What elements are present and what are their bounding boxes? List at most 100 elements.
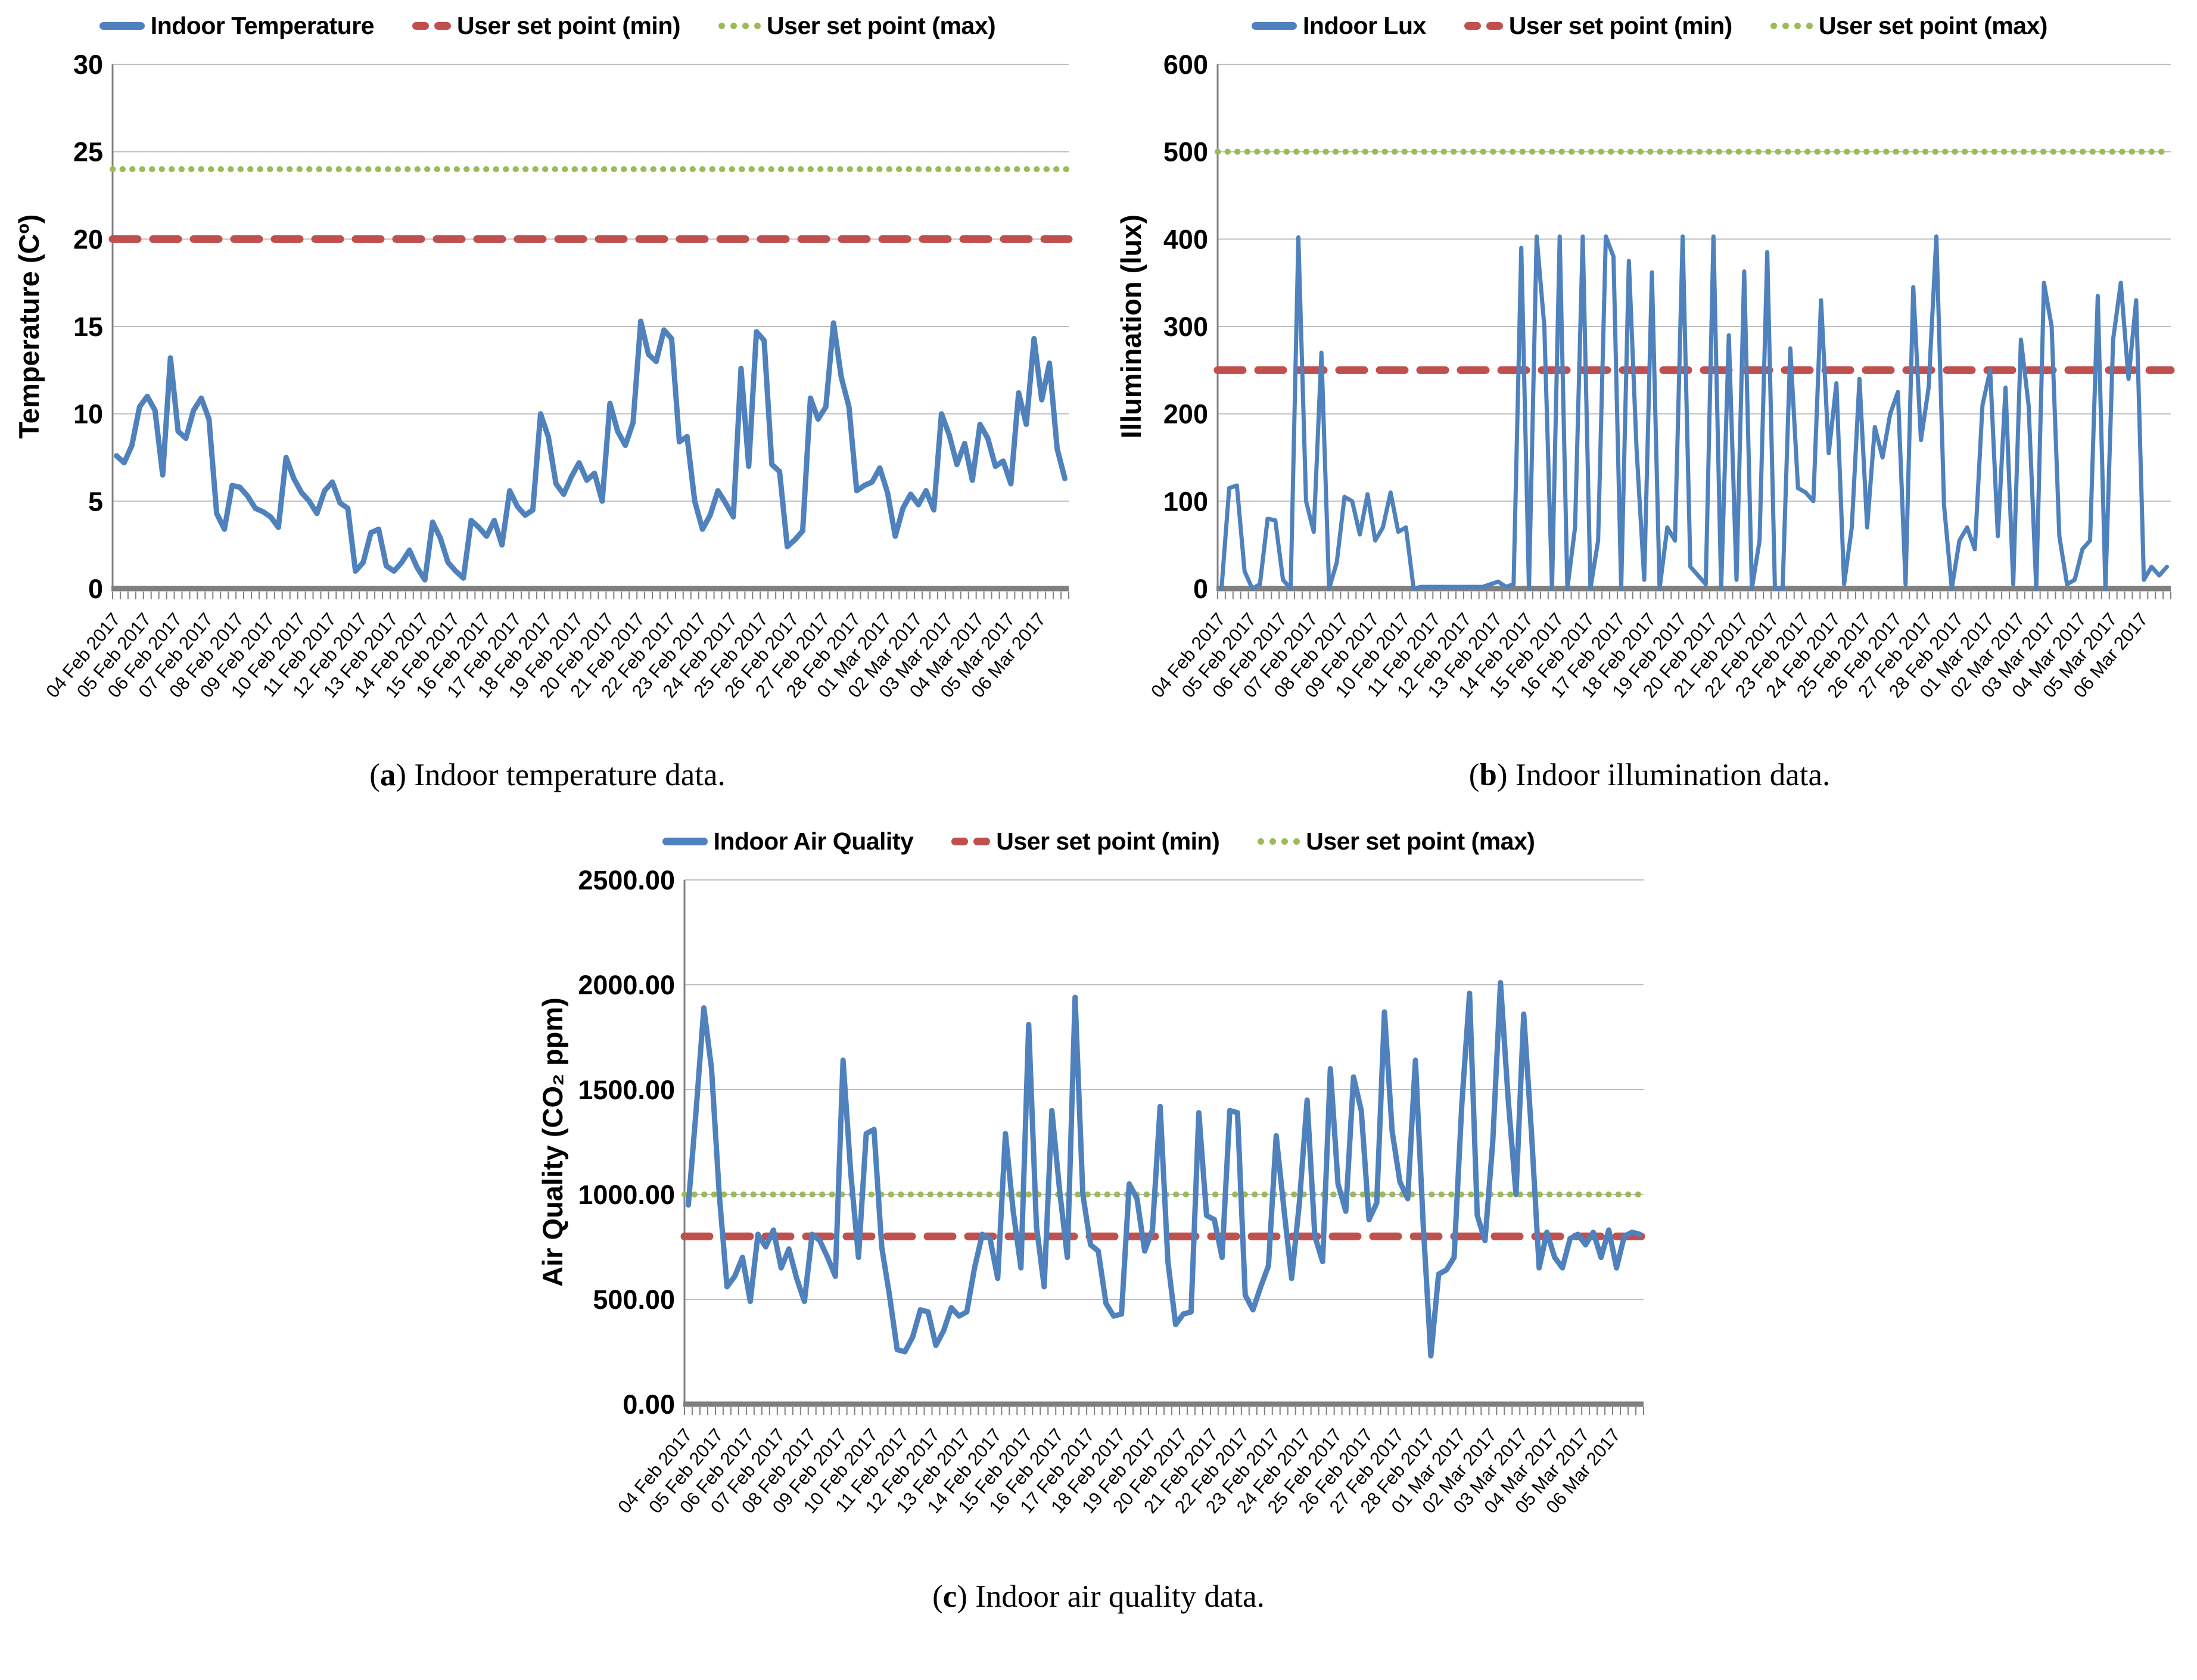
legend-swatch-dot: [730, 22, 737, 29]
legend-swatch-dot: [1782, 22, 1789, 29]
caption-a-letter: a: [379, 758, 396, 792]
y-tick-label: 5: [88, 486, 103, 517]
series-line: [114, 318, 1068, 583]
legend-swatch-dot: [1806, 22, 1813, 29]
y-tick-label: 2000.00: [578, 970, 675, 1000]
y-tick-label: 1500.00: [578, 1075, 675, 1105]
legend: Indoor Air Quality User set point (min) Us…: [533, 822, 1664, 861]
legend-item: User set point (min): [1464, 12, 1732, 40]
legend-item: User set point (min): [412, 12, 681, 40]
legend-swatch-dot: [718, 22, 726, 29]
legend-swatch-bar: [662, 837, 708, 845]
legend: Indoor Lux User set point (min) User set p…: [1113, 6, 2186, 45]
caption-b-open: (: [1468, 758, 1480, 792]
caption-a: (a) Indoor temperature data.: [369, 757, 725, 793]
legend-swatch-bar: [1252, 21, 1297, 30]
y-tick-label: 200: [1163, 399, 1208, 430]
chart-a-block: Indoor Temperature User set point (min) Us…: [8, 6, 1087, 793]
caption-b-letter: b: [1479, 758, 1497, 792]
y-tick-label: 10: [73, 399, 103, 430]
legend-label: User set point (max): [1306, 827, 1535, 855]
figure: Indoor Temperature User set point (min) Us…: [0, 0, 2197, 1614]
legend-swatch-bar: [99, 21, 145, 30]
y-tick-label: 25: [73, 137, 103, 167]
legend-swatch-dot: [1770, 22, 1777, 29]
legend-swatch-dotted: [718, 22, 761, 29]
legend-swatch-dot: [754, 22, 761, 29]
y-tick-label: 15: [73, 312, 103, 342]
y-tick-label: 100: [1163, 486, 1208, 517]
legend-label: User set point (min): [1508, 11, 1732, 39]
legend-swatch-dash: [973, 837, 991, 845]
legend-label: Indoor Lux: [1303, 11, 1426, 39]
caption-a-close: ): [396, 758, 407, 792]
legend-label: User set point (min): [996, 827, 1220, 855]
caption-c: (c) Indoor air quality data.: [932, 1579, 1265, 1614]
legend-swatch-dot: [742, 22, 749, 29]
y-tick-label: 30: [73, 49, 103, 80]
legend-item: Indoor Air Quality: [662, 827, 914, 855]
y-tick-label: 600: [1163, 49, 1208, 80]
series-line: [686, 980, 1642, 1359]
y-axis-title: Illumination (lux): [1115, 214, 1147, 438]
legend-label: Indoor Temperature: [150, 11, 375, 39]
legend-swatch-dotted: [1258, 838, 1300, 845]
y-tick-label: 0: [88, 574, 103, 604]
y-tick-label: 500.00: [593, 1284, 675, 1315]
y-tick-label: 2500.00: [578, 865, 675, 895]
caption-c-close: ): [957, 1579, 967, 1614]
chart-c: Indoor Air Quality User set point (min) Us…: [533, 822, 1664, 1562]
y-tick-label: 400: [1163, 224, 1208, 254]
legend-swatch-dashed: [951, 837, 991, 845]
caption-b: (b) Indoor illumination data.: [1469, 757, 1830, 793]
legend-swatch-solid: [1252, 21, 1297, 30]
chart-c-block: Indoor Air Quality User set point (min) Us…: [530, 822, 1667, 1614]
legend-item: User set point (min): [951, 827, 1220, 855]
legend-item: User set point (max): [718, 11, 996, 40]
legend-item: User set point (max): [1770, 12, 2047, 40]
legend-swatch-solid: [99, 21, 145, 30]
legend-item: Indoor Lux: [1252, 12, 1426, 40]
legend-swatch-dashed: [412, 21, 452, 30]
caption-b-text: Indoor illumination data.: [1507, 758, 1831, 792]
caption-c-open: (: [932, 1579, 943, 1614]
caption-b-close: ): [1496, 758, 1508, 792]
chart-a: Indoor Temperature User set point (min) Us…: [11, 6, 1084, 741]
y-tick-label: 20: [73, 224, 103, 254]
series-line: [1219, 234, 2169, 591]
legend-swatch-dash: [1486, 21, 1503, 30]
y-tick-label: 300: [1163, 312, 1208, 342]
y-axis-title: Temperature (Cº): [13, 214, 45, 439]
y-tick-label: 500: [1163, 137, 1208, 167]
caption-a-open: (: [369, 758, 380, 792]
caption-c-letter: c: [942, 1579, 957, 1614]
legend-swatch-dot: [1293, 838, 1300, 845]
y-tick-label: 0: [1193, 574, 1208, 604]
legend-swatch-dashed: [1464, 21, 1503, 30]
legend-label: User set point (max): [767, 11, 996, 39]
chart-b: Indoor Lux User set point (min) User set p…: [1113, 6, 2186, 741]
legend-swatch-dash: [1464, 21, 1481, 30]
legend: Indoor Temperature User set point (min) Us…: [11, 6, 1084, 45]
chart-canvas: 0.00 500.00 1000.00 1500.00 2000.00 2500.00 Ai…: [537, 865, 1648, 1517]
legend-item: User set point (max): [1258, 827, 1535, 855]
legend-label: Indoor Air Quality: [713, 827, 914, 855]
legend-swatch-dot: [1794, 22, 1801, 29]
chart-b-block: Indoor Lux User set point (min) User set p…: [1110, 6, 2189, 793]
legend-swatch-solid: [662, 837, 708, 845]
y-tick-label: 1000.00: [578, 1180, 675, 1210]
legend-swatch-dash: [434, 21, 452, 30]
legend-item: Indoor Temperature: [99, 11, 375, 40]
legend-swatch-dot: [1281, 838, 1289, 845]
y-tick-label: 0.00: [623, 1389, 675, 1420]
legend-label: User set point (max): [1818, 11, 2048, 39]
caption-c-text: Indoor air quality data.: [967, 1579, 1265, 1614]
caption-a-text: Indoor temperature data.: [406, 758, 726, 792]
top-row: Indoor Temperature User set point (min) Us…: [0, 0, 2197, 793]
legend-swatch-dotted: [1770, 22, 1813, 29]
y-axis-title: Air Quality (CO₂ ppm): [537, 997, 568, 1287]
legend-swatch-dot: [1258, 838, 1265, 845]
legend-swatch-dash: [412, 21, 430, 30]
